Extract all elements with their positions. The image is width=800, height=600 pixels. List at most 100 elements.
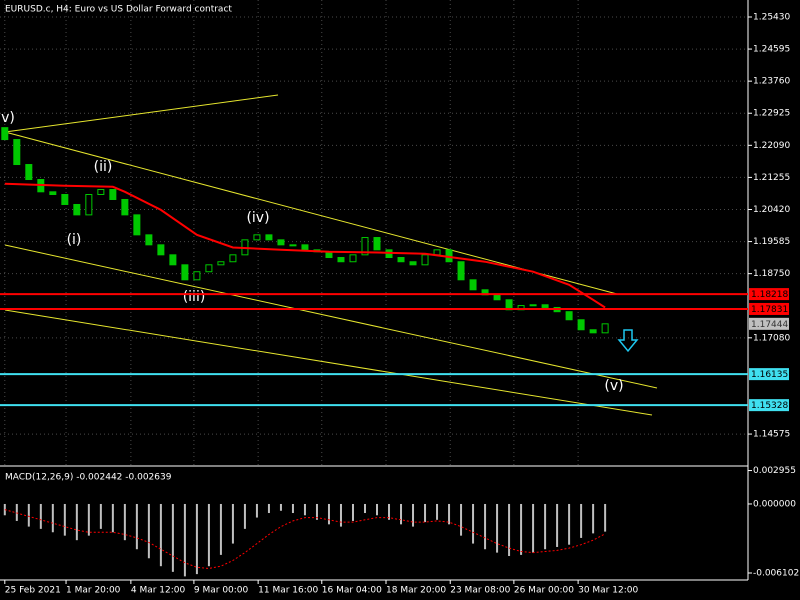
y-tick-label: 1.14575 [753,430,790,440]
y-tick-label: 1.18750 [753,269,790,279]
trend-line [4,244,658,389]
plot-area [1,127,609,577]
price-label: 1.17444 [751,320,788,330]
wave-label: v) [1,110,15,126]
candle-body [421,254,429,266]
histogram-bar [532,503,535,553]
price-label-box [749,288,789,301]
wave-label: (iv) [246,210,269,226]
y-tick-label: -0.006102 [753,569,799,579]
histogram-bar [159,503,162,567]
histogram-bar [27,503,30,527]
candle-body [157,244,165,256]
histogram-bar [279,503,282,511]
candle-body [277,239,285,246]
x-tick-label: 4 Mar 12:00 [131,586,186,596]
candle-body [373,237,381,251]
candle-body [85,194,93,216]
price-label: 1.17831 [751,305,788,315]
histogram-bar [195,503,198,575]
histogram-bar [231,503,234,544]
histogram-bar [544,503,547,550]
candle-body [529,304,537,307]
candle-body [361,237,369,256]
trend-line [4,94,279,133]
histogram-bar [400,503,403,525]
x-tick-label: 25 Feb 2021 [5,586,61,596]
histogram-bar [472,503,475,544]
y-tick-label: 1.23760 [753,77,790,87]
candle-body [73,203,81,216]
candle-body [193,271,201,281]
candle-body [169,254,177,266]
histogram-bar [291,503,294,514]
x-tick-label: 11 Mar 16:00 [258,586,318,596]
candle-body [121,198,129,216]
histogram-bar [303,503,306,516]
histogram-bar [255,503,258,518]
price-label-box [749,317,789,330]
histogram-bar [123,503,126,541]
y-tick-label: 1.19585 [753,237,790,247]
y-tick-label: 1.22090 [753,141,790,151]
histogram-bar [580,503,583,538]
candle-body [25,164,33,181]
wave-label: (ii) [94,159,113,175]
wave-label: (iii) [183,289,206,305]
histogram-bar [556,503,559,547]
histogram-bar [388,503,391,520]
candle-body [601,323,609,334]
histogram-bar [63,503,66,536]
candle-body [181,264,189,281]
histogram-bar [15,503,18,521]
y-tick-label: 1.22925 [753,109,790,119]
candle-body [253,234,261,241]
histogram-bar [460,503,463,536]
candle-body [493,294,501,301]
y-tick-label: 1.20420 [753,205,790,215]
candle-body [301,244,309,251]
price-label: 1.16135 [751,370,788,380]
candle-body [49,191,57,196]
histogram-bar [171,503,174,572]
histogram-bar [496,503,499,553]
candle-body [469,279,477,291]
histogram-bar [424,503,427,523]
histogram-bar [267,503,270,514]
histogram-bar [484,503,487,550]
histogram-bar [604,503,607,532]
candle-body [541,304,549,308]
histogram-bar [99,503,102,529]
x-tick-label: 23 Mar 08:00 [450,586,510,596]
candle-body [457,261,465,281]
price-label: 1.15328 [751,401,788,411]
candle-body [337,257,345,263]
candle-body [265,234,273,241]
candle-body [13,139,21,166]
sell-arrow [617,329,639,353]
candle-body [97,189,105,196]
y-tick-label: 0.002955 [753,466,796,476]
price-label-box [749,399,789,412]
histogram-bar [436,503,439,520]
histogram-bar [87,503,90,536]
candle-body [589,329,597,334]
signal-line [4,509,606,570]
wave-label: (i) [67,232,82,248]
histogram-bar [135,503,138,550]
price-label-box [749,302,789,315]
histogram-bar [219,503,222,555]
price-label: 1.18218 [751,290,788,300]
histogram-bar [327,503,330,525]
histogram-bar [315,503,318,520]
histogram-bar [39,503,42,529]
x-tick-label: 18 Mar 20:00 [386,586,446,596]
x-tick-label: 9 Mar 00:00 [194,586,249,596]
candle-body [1,127,9,141]
indicator-label: MACD(12,26,9) -0.002442 -0.002639 [5,473,172,483]
candle-body [289,244,297,247]
candle-body [577,319,585,331]
chart-title: EURUSD.c, H4: Euro vs US Dollar Forward … [5,5,232,15]
